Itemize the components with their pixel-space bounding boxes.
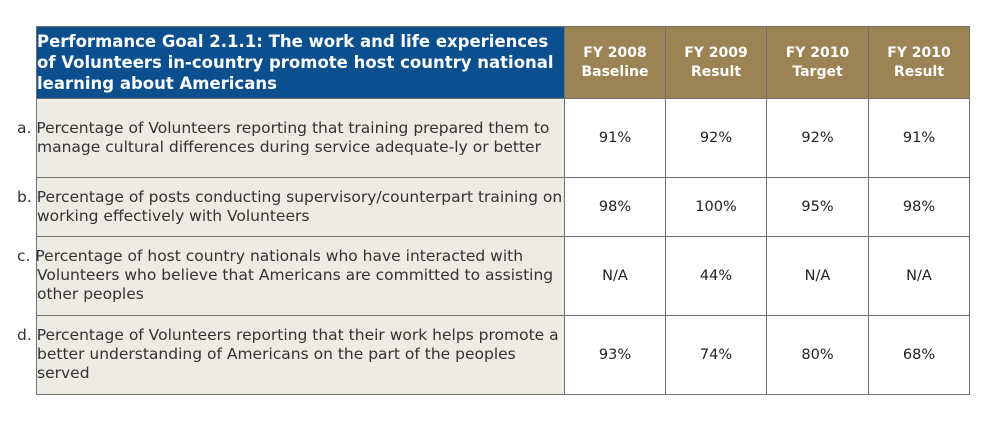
value-cell: 95% — [766, 177, 869, 237]
column-header-fy2008-baseline: FY 2008 Baseline — [564, 26, 666, 99]
row-description: a. Percentage of Volunteers reporting th… — [17, 97, 565, 179]
table-header-row: Performance Goal 2.1.1: The work and lif… — [36, 26, 970, 99]
value-cell: 98% — [564, 177, 666, 237]
column-header-label: Target — [792, 63, 843, 80]
value-cell: 74% — [665, 314, 767, 396]
value-cell: 91% — [868, 97, 970, 179]
value-cell: 91% — [564, 97, 666, 179]
column-header-fy2009-result: FY 2009 Result — [665, 26, 767, 99]
value-cell: 98% — [868, 177, 970, 237]
goal-title-header: Performance Goal 2.1.1: The work and lif… — [36, 26, 565, 99]
value-cell: 44% — [665, 235, 767, 316]
row-description: c. Percentage of host country nationals … — [17, 235, 565, 316]
table-row: a. Percentage of Volunteers reporting th… — [17, 97, 970, 179]
value-cell: 100% — [665, 177, 767, 237]
value-cell: N/A — [868, 235, 970, 316]
column-header-year: FY 2010 — [785, 44, 850, 61]
table-row: b. Percentage of posts conducting superv… — [17, 177, 970, 237]
performance-goal-table: Performance Goal 2.1.1: The work and lif… — [17, 26, 970, 396]
table-row: c. Percentage of host country nationals … — [17, 235, 970, 316]
column-header-label: Baseline — [581, 63, 649, 80]
column-header-fy2010-target: FY 2010 Target — [766, 26, 869, 99]
value-cell: 93% — [564, 314, 666, 396]
column-header-year: FY 2010 — [887, 44, 951, 61]
row-description: b. Percentage of posts conducting superv… — [17, 177, 565, 237]
column-header-fy2010-result: FY 2010 Result — [868, 26, 970, 99]
column-header-year: FY 2008 — [583, 44, 647, 61]
column-header-year: FY 2009 — [684, 44, 748, 61]
column-header-label: Result — [690, 63, 742, 80]
value-cell: N/A — [766, 235, 869, 316]
value-cell: 92% — [766, 97, 869, 179]
column-header-label: Result — [893, 63, 945, 80]
table-row: d. Percentage of Volunteers reporting th… — [17, 314, 970, 396]
value-cell: 68% — [868, 314, 970, 396]
value-cell: 80% — [766, 314, 869, 396]
row-description: d. Percentage of Volunteers reporting th… — [17, 314, 565, 396]
value-cell: 92% — [665, 97, 767, 179]
value-cell: N/A — [564, 235, 666, 316]
performance-table-container: Performance Goal 2.1.1: The work and lif… — [17, 26, 970, 396]
